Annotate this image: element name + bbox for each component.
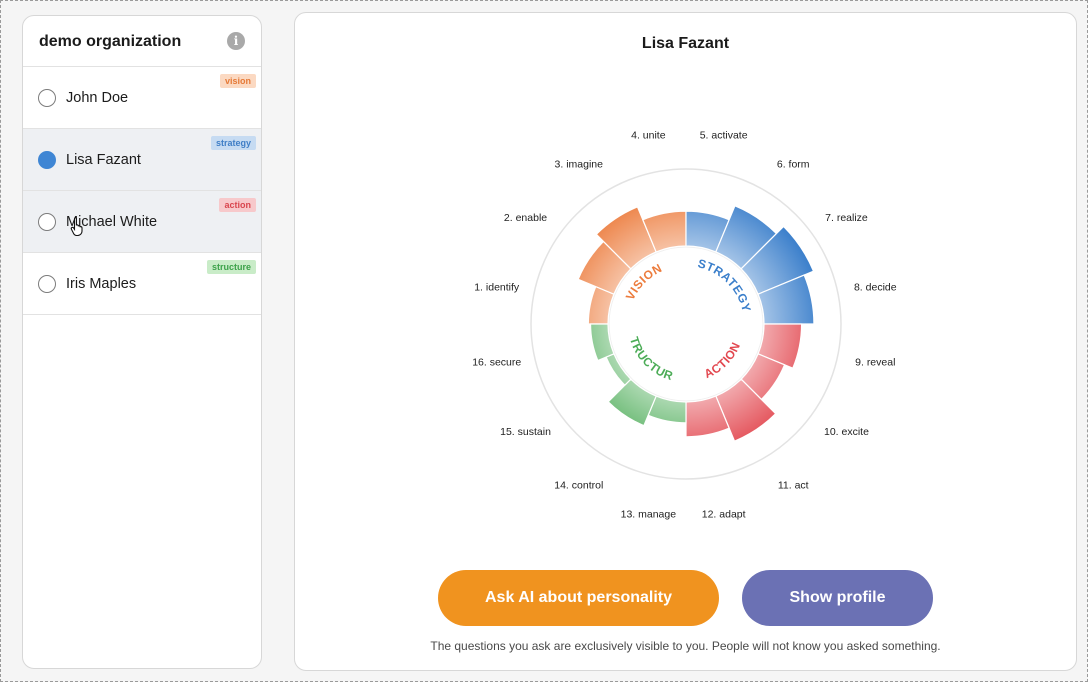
person-name: Michael White — [66, 213, 158, 230]
hand-cursor-icon — [70, 216, 83, 236]
axis-label: 8. decide — [854, 281, 897, 293]
radio-button[interactable] — [38, 274, 56, 293]
person-name: John Doe — [66, 89, 129, 106]
person-item-michael-white[interactable]: Michael White action — [23, 191, 261, 253]
tag-badge: vision — [219, 74, 256, 88]
bar-control — [607, 378, 657, 427]
axis-label: 4. unite — [631, 130, 666, 142]
bar-secure — [589, 323, 615, 362]
radio-button[interactable] — [38, 150, 56, 169]
outer-guide-ring — [530, 168, 842, 480]
personality-radial-chart: 1. identify 2. enable 3. imagine 4. unite 5.… — [425, 108, 897, 520]
sidebar: demo organization i John Doe vision Lisa… — [22, 15, 262, 669]
show-profile-button[interactable]: Show profile — [742, 570, 933, 626]
person-title: Lisa Fazant — [641, 35, 730, 52]
person-name: Iris Maples — [66, 275, 137, 292]
axis-label: 1. identify — [474, 281, 520, 293]
quadrant-label: ACTION — [702, 340, 743, 381]
tag-badge: structure — [206, 260, 256, 274]
radio-button[interactable] — [38, 88, 56, 107]
axis-label: 12. adapt — [702, 508, 746, 520]
radio-button[interactable] — [38, 212, 56, 231]
axis-label: 13. manage — [621, 508, 677, 520]
axis-label: 2. enable — [504, 212, 547, 224]
ask-ai-button[interactable]: Ask AI about personality — [438, 570, 719, 626]
person-item-lisa-fazant[interactable]: Lisa Fazant strategy — [23, 129, 261, 191]
axis-label: 7. realize — [825, 212, 868, 224]
person-item-john-doe[interactable]: John Doe vision — [23, 67, 261, 129]
axis-label: 6. form — [777, 159, 810, 171]
tag-badge: action — [219, 198, 256, 212]
axis-label: 10. excite — [824, 426, 869, 438]
person-name: Lisa Fazant — [66, 151, 141, 168]
axis-label: 5. activate — [700, 130, 748, 142]
organization-name: demo organization — [39, 33, 182, 50]
tag-badge: strategy — [210, 136, 256, 150]
info-icon[interactable]: i — [227, 32, 245, 50]
axis-label: 14. control — [554, 479, 603, 491]
axis-label: 11. act — [778, 479, 809, 491]
axis-label: 16. secure — [472, 357, 521, 369]
axis-label: 9. reveal — [855, 357, 895, 369]
axis-label: 3. imagine — [555, 159, 604, 171]
person-item-iris-maples[interactable]: Iris Maples structure — [23, 253, 261, 315]
axis-label: 15. sustain — [500, 426, 551, 438]
main-panel: Lisa Fazant 1. identify 2. enable 3. imagi… — [294, 12, 1077, 671]
privacy-note: The questions you ask are exclusively vi… — [430, 639, 941, 653]
sidebar-header: demo organization i — [23, 16, 261, 67]
bar-sustain — [605, 353, 632, 386]
inner-guide-ring — [608, 246, 764, 402]
